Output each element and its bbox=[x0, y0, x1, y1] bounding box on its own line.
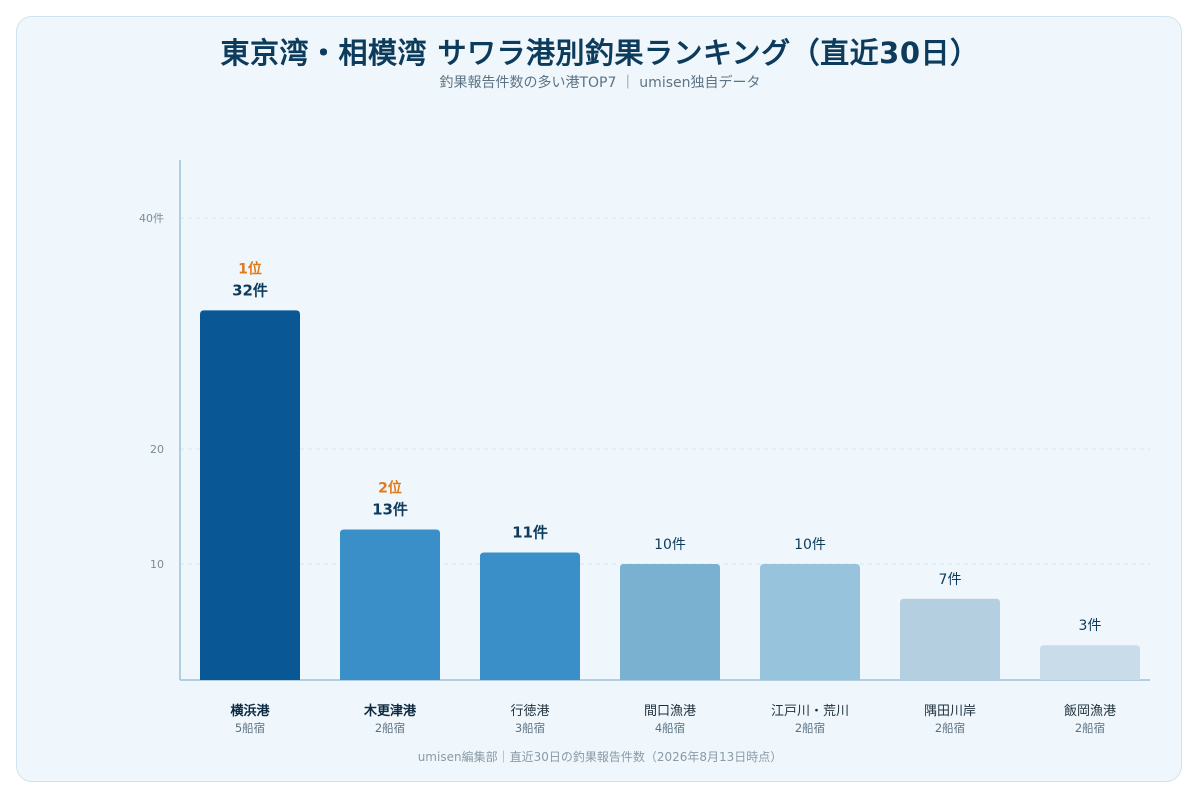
x-tick-label: 隅田川岸 bbox=[924, 704, 976, 719]
x-tick-sublabel: 5船宿 bbox=[235, 721, 265, 735]
x-tick-sublabel: 2船宿 bbox=[795, 721, 825, 735]
rank-label: 1位 bbox=[238, 260, 262, 277]
rank-label: 2位 bbox=[378, 480, 402, 497]
bar bbox=[200, 310, 300, 680]
x-tick-sublabel: 2船宿 bbox=[935, 721, 965, 735]
chart-subtitle: 釣果報告件数の多い港TOP7 ｜ umisen独自データ bbox=[439, 75, 761, 91]
x-tick-label: 江戸川・荒川 bbox=[771, 704, 849, 719]
x-tick-label: 行徳港 bbox=[510, 704, 549, 719]
data-label: 13件 bbox=[372, 501, 408, 519]
bar bbox=[620, 564, 720, 680]
data-label: 32件 bbox=[232, 281, 268, 299]
bar bbox=[900, 598, 1000, 680]
x-tick-label: 飯岡漁港 bbox=[1064, 704, 1116, 719]
x-tick-label: 間口漁港 bbox=[644, 704, 696, 719]
data-label: 7件 bbox=[939, 572, 962, 588]
x-tick-label: 木更津港 bbox=[363, 703, 417, 719]
data-label: 10件 bbox=[794, 537, 826, 553]
x-tick-sublabel: 2船宿 bbox=[375, 721, 405, 735]
chart-footer: umisen編集部｜直近30日の釣果報告件数（2026年8月13日時点） bbox=[417, 750, 783, 764]
y-tick-label: 40件 bbox=[139, 212, 164, 225]
y-tick-label: 10 bbox=[150, 558, 164, 571]
bar bbox=[480, 552, 580, 680]
bar bbox=[1040, 645, 1140, 680]
data-label: 11件 bbox=[512, 524, 548, 542]
x-tick-sublabel: 4船宿 bbox=[655, 721, 685, 735]
x-tick-label: 横浜港 bbox=[230, 703, 270, 719]
data-label: 3件 bbox=[1079, 618, 1102, 634]
bar bbox=[760, 564, 860, 680]
bar bbox=[340, 529, 440, 680]
chart-title: 東京湾・相模湾 サワラ港別釣果ランキング（直近30日） bbox=[220, 36, 980, 70]
x-tick-sublabel: 3船宿 bbox=[515, 721, 545, 735]
y-tick-label: 20 bbox=[150, 443, 164, 456]
data-label: 10件 bbox=[654, 537, 686, 553]
x-tick-sublabel: 2船宿 bbox=[1075, 721, 1105, 735]
